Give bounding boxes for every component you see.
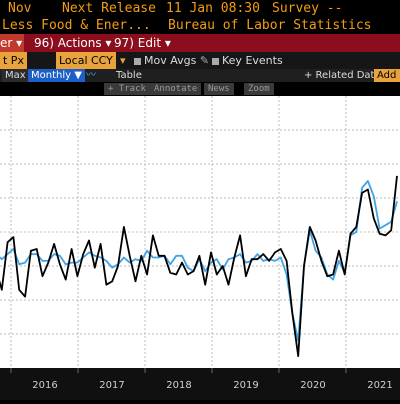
news-tool[interactable]: News	[204, 83, 234, 95]
zoom-tool[interactable]: Zoom	[244, 83, 274, 95]
chart-tools-bar: + Track Annotate News Zoom	[0, 82, 400, 96]
annotate-tool[interactable]: Annotate	[150, 83, 202, 95]
x-tick-label: 2020	[300, 380, 325, 391]
edit-number: 97)	[114, 36, 134, 50]
x-tick-label: 2018	[166, 380, 191, 391]
frequency-selector[interactable]: Monthly ▼	[28, 69, 85, 82]
related-data-button[interactable]: + Related Dat	[304, 70, 375, 81]
dropdown-icon[interactable]: ▾	[120, 54, 126, 67]
track-tool[interactable]: + Track	[104, 83, 150, 95]
actions-number: 96)	[34, 36, 54, 50]
range-max-button[interactable]: Max	[2, 69, 29, 82]
actions-label: Actions ▾	[57, 36, 112, 50]
table-button[interactable]: Table	[116, 70, 142, 81]
checkbox-icon	[134, 57, 141, 65]
next-release-label: Next Release	[62, 1, 156, 16]
function-toolbar: er ▾ 96) Actions ▾ 97) Edit ▾	[0, 34, 400, 52]
line-chart-icon[interactable]: 〰	[86, 70, 96, 81]
field-selector[interactable]: t Px	[0, 52, 27, 69]
x-tick-label: 2021	[367, 380, 392, 391]
toolbar-clipped-button[interactable]: er ▾	[0, 34, 25, 52]
currency-selector[interactable]: Local CCY	[56, 52, 116, 69]
edit-menu[interactable]: 97) Edit ▾	[114, 34, 171, 52]
actions-menu[interactable]: 96) Actions ▾	[34, 34, 111, 52]
x-tick-label: 2019	[233, 380, 258, 391]
price-chart[interactable]: 2016 2017 2018 2019 2020 2021	[0, 96, 400, 400]
key-events-label: Key Events	[222, 54, 283, 67]
x-tick-label: 2017	[99, 380, 124, 391]
edit-label: Edit ▾	[137, 36, 171, 50]
security-header: Less Food & Ener... Bureau of Labor Stat…	[0, 18, 400, 34]
settings-bar: t Px Local CCY ▾ Mov Avgs ✎ Key Events	[0, 52, 400, 69]
add-button[interactable]: Add I	[374, 69, 400, 82]
series-line-1	[0, 175, 398, 358]
mov-avgs-toggle[interactable]: Mov Avgs ✎	[134, 52, 209, 69]
checkbox-icon	[212, 57, 219, 65]
mov-avgs-label: Mov Avgs	[144, 54, 197, 67]
view-controls: Max Monthly ▼ 〰 Table + Related Dat Add …	[0, 69, 400, 82]
source-label: Bureau of Labor Statistics	[168, 18, 372, 33]
period-label: Nov	[8, 1, 32, 16]
x-axis-band	[0, 368, 400, 400]
survey-label: Survey --	[272, 1, 343, 16]
chart-canvas: 2016 2017 2018 2019 2020 2021	[0, 96, 400, 400]
key-events-toggle[interactable]: Key Events	[212, 52, 283, 69]
security-title: Less Food & Ener...	[2, 18, 151, 33]
pencil-icon: ✎	[199, 54, 210, 67]
x-tick-label: 2016	[32, 380, 57, 391]
release-header: Nov Next Release 11 Jan 08:30 Survey --	[0, 0, 400, 18]
next-release-value: 11 Jan 08:30	[166, 1, 260, 16]
